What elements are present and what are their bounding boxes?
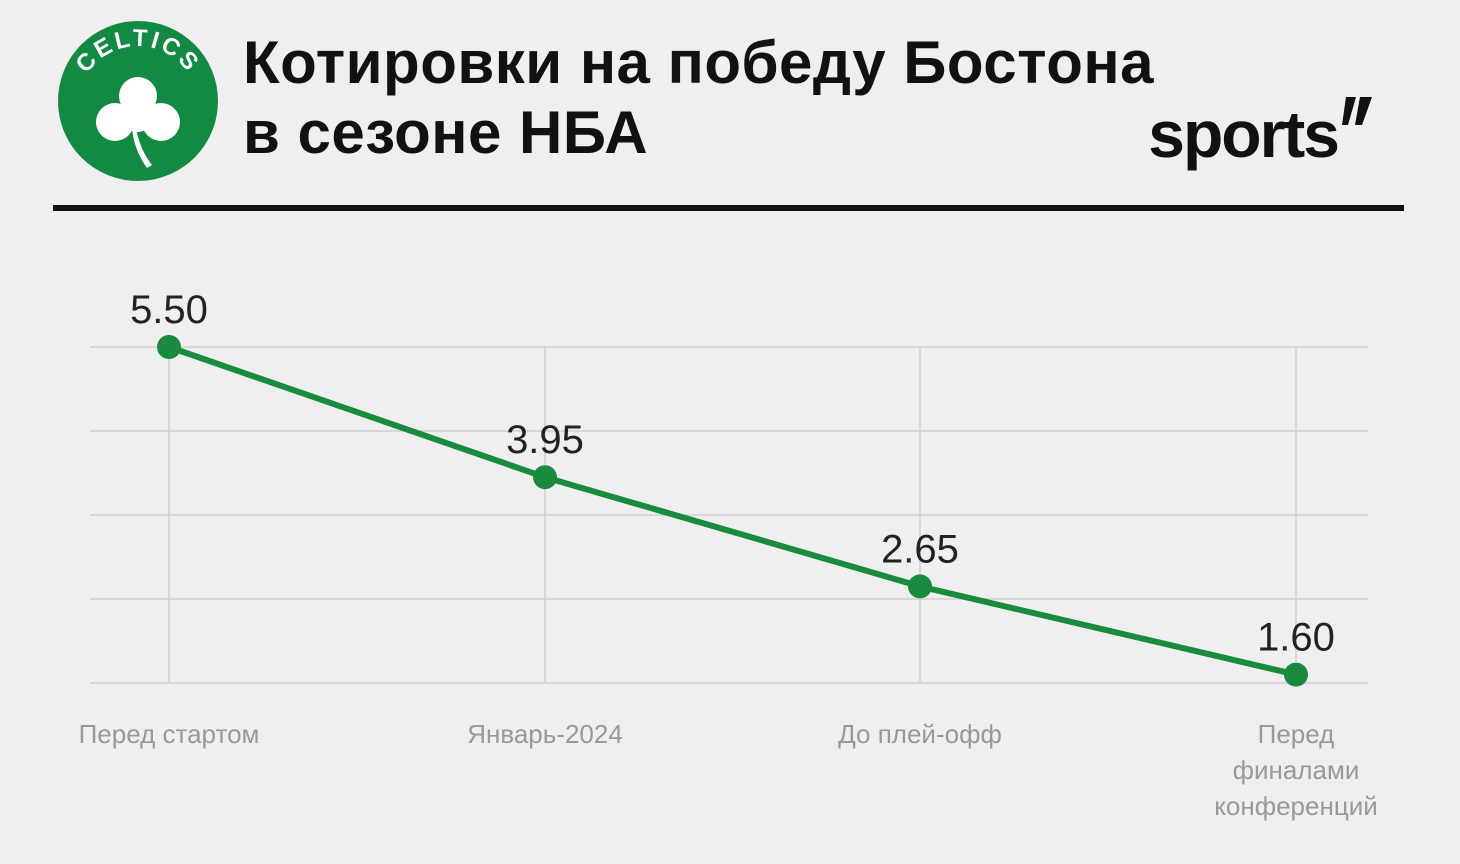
point bbox=[908, 574, 932, 599]
point bbox=[533, 465, 557, 490]
line bbox=[168, 344, 1297, 678]
x-tick-label: Январь-2024 bbox=[467, 719, 623, 749]
brand-mark bbox=[1342, 97, 1372, 125]
brand-text: sports bbox=[1148, 97, 1340, 171]
x-tick-label: До плей-офф bbox=[838, 719, 1002, 749]
point bbox=[1284, 662, 1308, 687]
x-tick-label: Перед стартом bbox=[78, 719, 260, 749]
value-label: 1.60 bbox=[1257, 616, 1335, 660]
point bbox=[157, 335, 181, 359]
logo: CELTICS bbox=[58, 21, 218, 181]
divider bbox=[53, 205, 1404, 211]
brand: sports bbox=[1148, 96, 1372, 172]
x-tick-label: Перед финалами конференций bbox=[1214, 719, 1378, 821]
title: Котировки на победу Бостона в сезоне НБА bbox=[243, 29, 1154, 166]
value-label: 5.50 bbox=[130, 288, 208, 332]
value-label: 3.95 bbox=[506, 418, 584, 462]
value-label: 2.65 bbox=[881, 527, 959, 571]
shamrock bbox=[96, 77, 180, 168]
